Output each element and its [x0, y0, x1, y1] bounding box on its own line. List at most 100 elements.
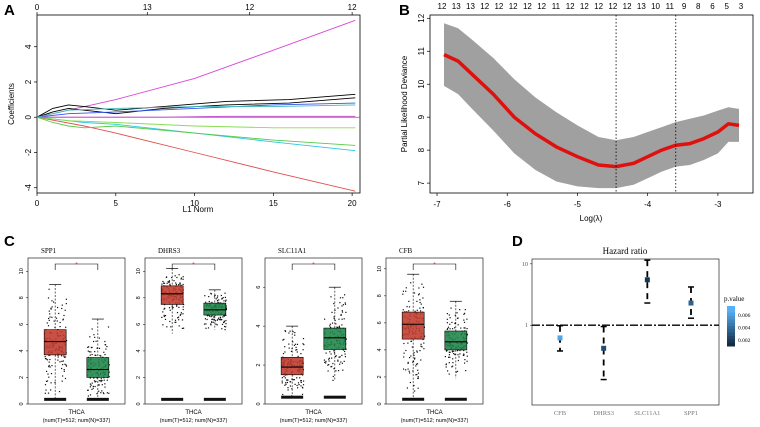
data-point — [216, 300, 219, 302]
coefficient-path-red — [36, 116, 356, 192]
normal-box — [444, 330, 468, 351]
data-point — [209, 315, 211, 317]
data-point — [106, 392, 108, 394]
data-point — [56, 320, 58, 322]
data-point — [422, 297, 424, 299]
data-point — [294, 343, 297, 345]
data-point — [453, 353, 455, 355]
data-point — [62, 364, 64, 366]
data-point — [213, 319, 215, 321]
data-point — [330, 353, 332, 355]
data-point — [162, 280, 164, 283]
data-point — [166, 282, 168, 284]
x-tick-label: -3 — [714, 200, 722, 209]
data-point — [341, 311, 344, 313]
data-point — [101, 390, 103, 392]
top-tick-label: 12 — [537, 2, 546, 11]
data-point — [179, 283, 181, 285]
data-point — [50, 308, 52, 310]
data-point — [163, 308, 165, 310]
data-point — [416, 350, 418, 352]
data-point — [104, 354, 106, 356]
data-point — [95, 380, 97, 382]
y-tick-label: 10 — [377, 266, 383, 272]
data-point — [339, 356, 341, 358]
data-point — [216, 324, 218, 326]
data-point — [445, 366, 447, 368]
top-tick-label: 12 — [580, 2, 589, 11]
data-point — [342, 297, 344, 299]
data-point — [51, 306, 53, 308]
data-point — [402, 293, 404, 295]
data-point — [62, 319, 64, 321]
data-point — [221, 323, 224, 325]
data-point — [446, 328, 448, 330]
data-point — [61, 367, 63, 370]
data-point — [420, 359, 422, 361]
data-point — [458, 356, 460, 358]
data-point — [424, 335, 426, 337]
data-point — [338, 318, 340, 320]
legend-gradient-step — [727, 312, 735, 317]
data-point — [224, 296, 226, 298]
data-point — [333, 352, 336, 354]
y-tick-label: 11 — [417, 47, 426, 56]
y-tick-label: 2 — [377, 375, 383, 378]
data-point — [446, 349, 448, 352]
data-point — [411, 346, 413, 348]
data-point — [182, 276, 184, 278]
data-point — [176, 304, 178, 306]
data-point — [107, 326, 110, 328]
data-point — [303, 344, 305, 346]
data-point — [463, 319, 465, 321]
data-point — [449, 356, 451, 358]
data-point — [215, 298, 217, 300]
data-point — [218, 317, 220, 319]
data-point — [206, 318, 208, 321]
data-point — [325, 352, 327, 354]
data-point — [335, 370, 337, 372]
dataset-label: THCA — [305, 410, 321, 416]
data-point — [464, 312, 466, 314]
data-point — [167, 281, 169, 283]
data-point — [413, 385, 415, 387]
top-tick-label: 12 — [623, 2, 632, 11]
data-point — [90, 384, 92, 386]
data-point — [420, 303, 422, 305]
top-tick-label: 13 — [143, 3, 152, 12]
data-point — [214, 316, 216, 318]
data-point — [334, 355, 337, 358]
boxplot-cfb: CFB 0 2 4 6 8 10 THCA (num(T)=512; num(N)=337) * — [377, 247, 484, 424]
data-point — [225, 323, 227, 325]
data-point — [290, 350, 293, 352]
data-point — [463, 321, 466, 323]
legend-gradient-step — [727, 339, 735, 344]
data-point — [171, 277, 173, 279]
data-point — [327, 370, 329, 372]
data-point — [419, 301, 421, 304]
data-point — [221, 328, 223, 330]
data-point — [452, 365, 454, 367]
data-point — [108, 371, 110, 373]
tumor-box — [280, 356, 304, 376]
x-axis-label: Log(λ) — [580, 214, 603, 223]
y-tick-label: 0 — [256, 402, 262, 405]
significance-star: * — [192, 262, 195, 269]
normal-box — [86, 357, 110, 378]
data-point — [325, 360, 327, 362]
top-tick-label: 10 — [651, 2, 660, 11]
data-point — [302, 343, 304, 345]
data-point — [178, 325, 180, 327]
data-point — [224, 292, 226, 294]
data-point — [420, 345, 422, 347]
data-point — [46, 370, 48, 372]
data-point — [217, 295, 219, 297]
data-point — [302, 384, 305, 386]
data-point — [180, 277, 183, 279]
data-point — [410, 355, 412, 357]
data-point — [296, 384, 298, 387]
data-point — [182, 283, 184, 286]
data-point — [64, 377, 67, 380]
data-point — [48, 354, 50, 357]
data-point — [407, 368, 409, 370]
